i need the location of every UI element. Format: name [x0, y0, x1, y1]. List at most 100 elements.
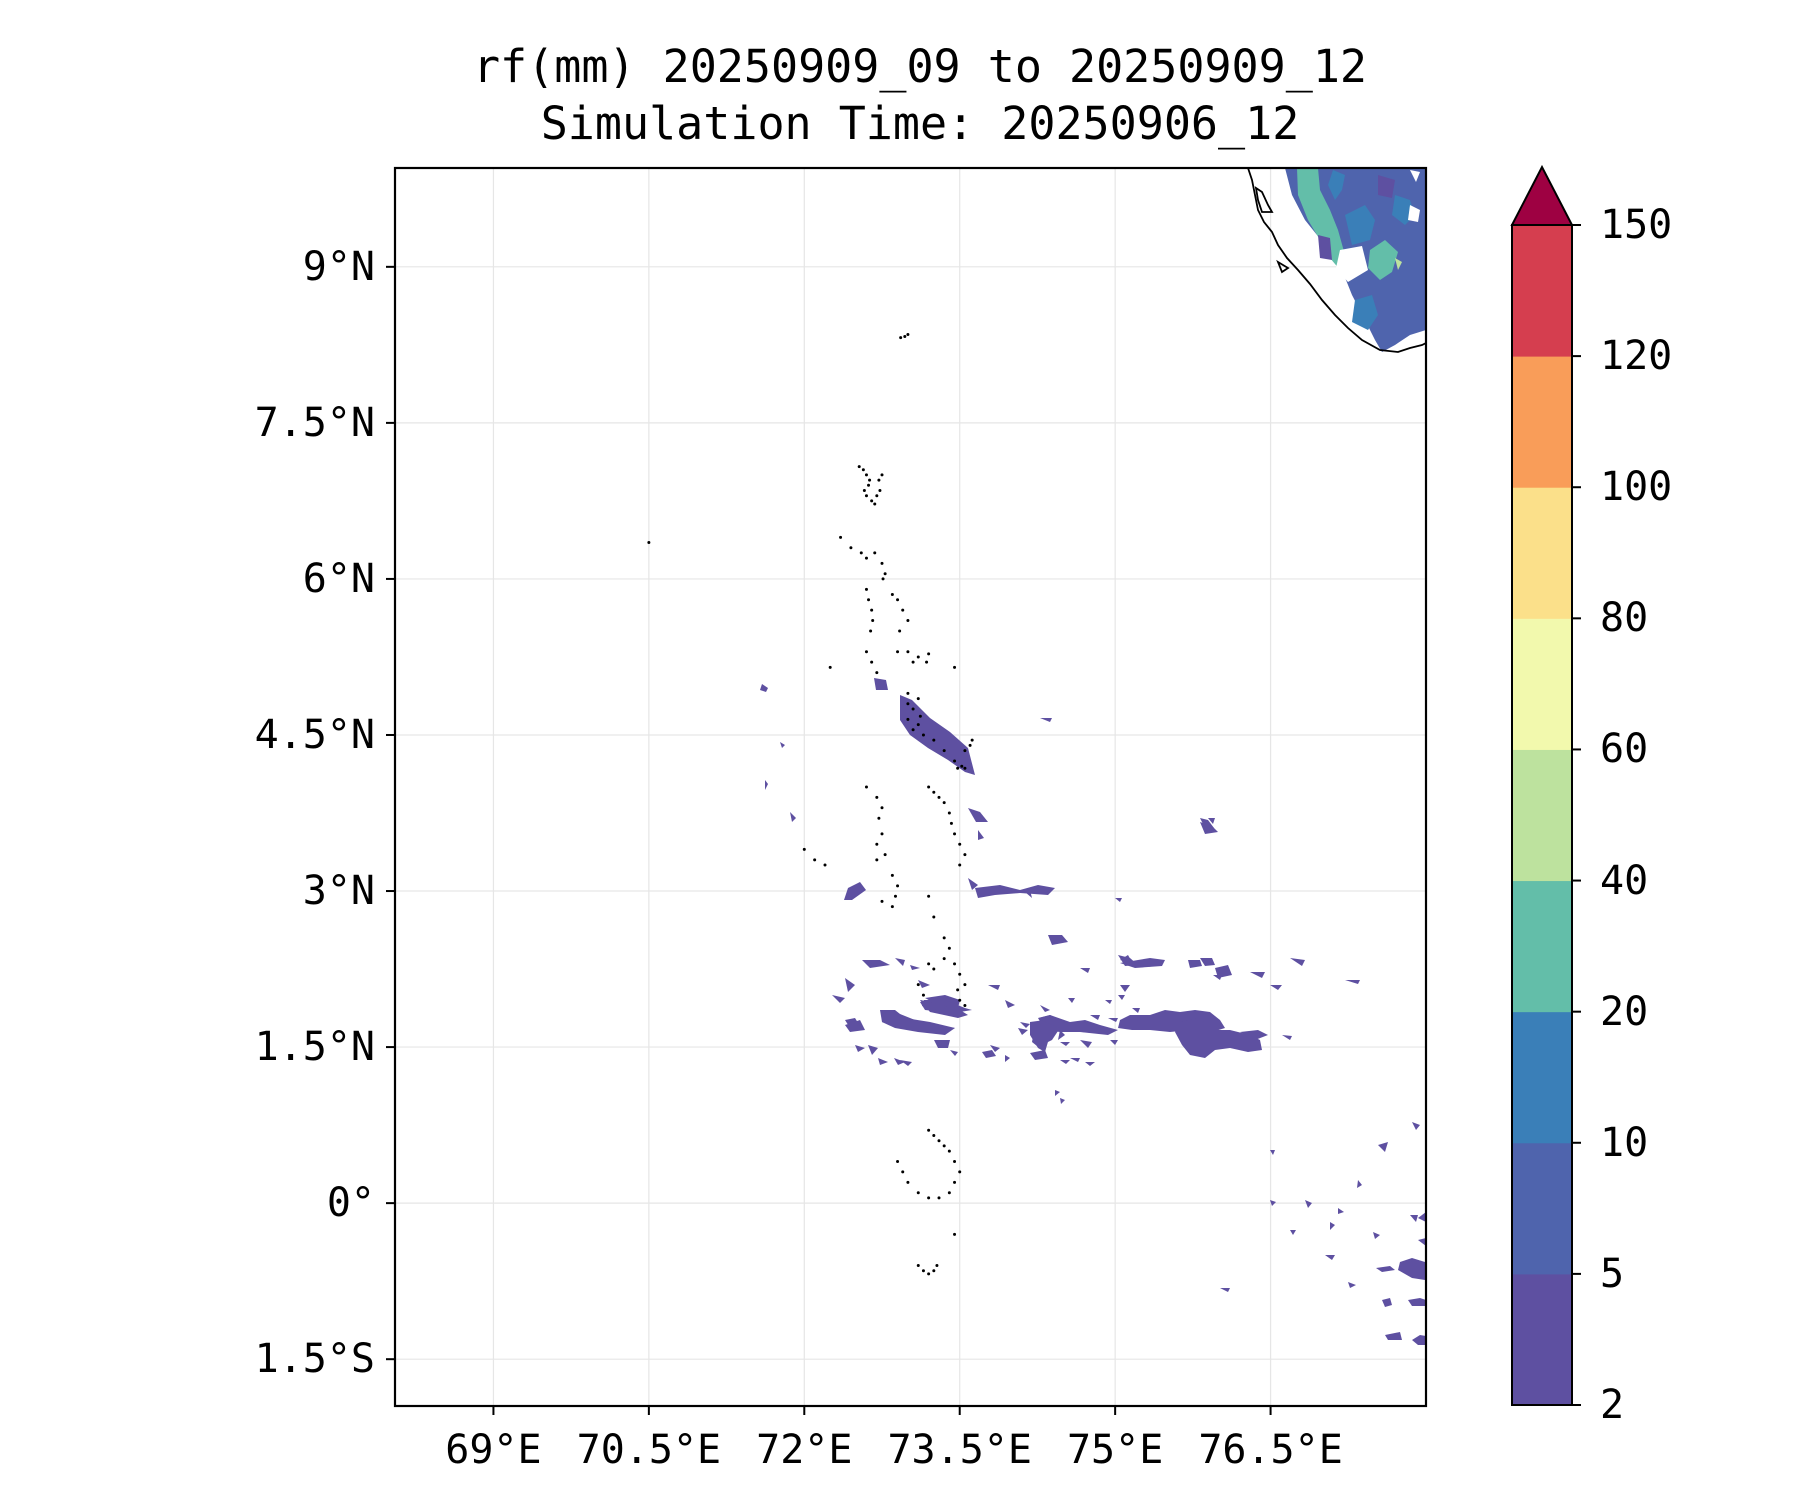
island-dot [901, 608, 905, 612]
island-dot [883, 853, 887, 857]
island-dot [947, 1191, 951, 1195]
colorbar-segment [1512, 1142, 1572, 1275]
maldives-islands [647, 332, 974, 1276]
island-dot [947, 811, 951, 815]
island-dot [953, 1180, 957, 1184]
island-dot [906, 717, 910, 721]
colorbar-segment [1512, 618, 1572, 750]
island-dot [849, 546, 853, 550]
island-dot [880, 473, 884, 477]
lat-tick-label: 6°N [302, 555, 375, 602]
island-dot [870, 608, 874, 612]
island-dot [932, 738, 936, 742]
island-dot [898, 629, 902, 633]
island-dot [890, 593, 894, 597]
island-dot [927, 1128, 931, 1132]
colorbar-extend-arrow [1510, 164, 1574, 226]
colorbar-label: 150 [1600, 202, 1673, 248]
island-dot [921, 733, 925, 737]
island-dot [875, 494, 879, 498]
island-dot [925, 660, 929, 664]
island-dot [873, 551, 877, 555]
island-dot [906, 619, 910, 623]
island-dot [911, 707, 915, 711]
island-dot [927, 1272, 931, 1276]
island-dot [864, 785, 868, 789]
lat-tick-label: 1.5°N [254, 1024, 375, 1071]
island-dot [958, 842, 962, 846]
island-dot [963, 1003, 967, 1007]
island-dot [916, 655, 920, 659]
island-dot [896, 884, 900, 888]
island-dot [927, 894, 931, 898]
island-dot [901, 1170, 905, 1174]
island-dot [947, 1149, 951, 1153]
colorbar-segment [1512, 356, 1572, 488]
island-dot [880, 806, 884, 810]
island-dot [647, 541, 651, 545]
island-dot [875, 671, 879, 675]
island-dot [942, 957, 946, 961]
island-dot [932, 790, 936, 794]
colorbar-segment [1512, 1011, 1572, 1144]
lat-tick-label: 9°N [302, 243, 375, 290]
lat-tick-label: 7.5°N [254, 399, 375, 446]
island-dot [823, 863, 827, 867]
island-dot [906, 332, 910, 336]
island-dot [953, 832, 957, 836]
colorbar-label: 20 [1600, 988, 1649, 1035]
rain-scattered [760, 678, 1426, 1345]
island-dot [864, 473, 868, 477]
island-dot [875, 842, 879, 846]
island-dot [918, 714, 922, 718]
island-dot [932, 967, 936, 971]
lon-tick-label: 75°E [1066, 1427, 1164, 1473]
island-dot [867, 598, 871, 602]
island-dot [864, 494, 868, 498]
island-dot [921, 993, 925, 997]
island-dot [839, 535, 843, 539]
island-dot [875, 795, 879, 799]
map-frame [393, 166, 1428, 1408]
island-dot [937, 1196, 941, 1200]
island-dot [878, 489, 882, 493]
island-dot [953, 759, 957, 763]
map-title: rf(mm) 20250909_09 to 20250909_12 [472, 40, 1368, 93]
island-dot [927, 962, 931, 966]
island-dot [864, 556, 868, 560]
island-dot [916, 723, 920, 727]
island-dot [896, 650, 900, 654]
lon-tick-label: 76.5°E [1198, 1427, 1343, 1473]
colorbar-label: 120 [1600, 333, 1673, 380]
island-dot [802, 847, 806, 851]
island-dot [916, 983, 920, 987]
rainfall-field [760, 168, 1426, 1345]
island-dot [875, 858, 879, 862]
island-dot [935, 1264, 939, 1268]
island-dot [906, 702, 910, 706]
colorbar-segment [1512, 225, 1572, 357]
lat-tick-label: 1.5°S [254, 1336, 375, 1383]
colorbar-label: 100 [1600, 464, 1673, 511]
island-dot [958, 998, 962, 1002]
island-dot [958, 863, 962, 867]
lat-tick-label: 3°N [302, 868, 375, 915]
island-dot [880, 832, 884, 836]
colorbar-segment [1512, 749, 1572, 882]
island-dot [953, 1232, 957, 1236]
island-dot [911, 728, 915, 732]
island-dot [927, 785, 931, 789]
island-dot [893, 894, 897, 898]
island-dot [890, 905, 894, 909]
island-dot [896, 1160, 900, 1164]
colorbar-segment [1512, 880, 1572, 1013]
island-dot [953, 962, 957, 966]
island-dot [937, 1139, 941, 1143]
island-dot [942, 1144, 946, 1148]
island-dot [970, 738, 974, 742]
island-dot [870, 499, 874, 503]
island-dot [937, 795, 941, 799]
lon-tick-label: 73.5°E [887, 1427, 1032, 1473]
colorbar-label: 5 [1600, 1250, 1625, 1297]
island-dot [932, 915, 936, 919]
